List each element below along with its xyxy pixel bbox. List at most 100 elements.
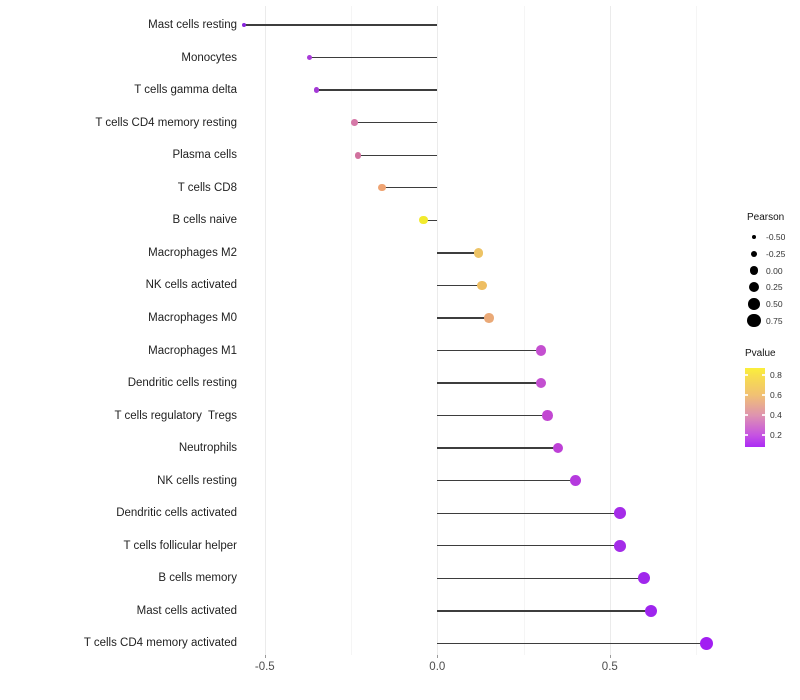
legend-size-label: 0.25 xyxy=(766,282,783,293)
legend-size-dot xyxy=(747,314,761,328)
lollipop-dot xyxy=(306,54,313,61)
category-label: T cells CD4 memory activated xyxy=(83,637,237,650)
lollipop-dot xyxy=(535,345,546,356)
lollipop-stick xyxy=(437,317,490,319)
lollipop-stick xyxy=(437,284,483,287)
pvalue-bar-tick-left xyxy=(745,434,748,436)
pvalue-bar-tick-right xyxy=(762,374,765,376)
category-label: Monocytes xyxy=(181,51,237,64)
gridline-major xyxy=(609,6,611,655)
lollipop-dot xyxy=(645,604,658,618)
lollipop-stick xyxy=(354,121,438,124)
lollipop-stick xyxy=(382,187,438,189)
pvalue-tick-label: 0.6 xyxy=(770,390,782,400)
legend-size-label: 0.75 xyxy=(766,315,783,326)
category-label: Dendritic cells resting xyxy=(127,377,237,390)
lollipop-dot xyxy=(354,151,362,159)
category-label: Macrophages M1 xyxy=(148,344,237,357)
legend-size-dot xyxy=(751,235,757,240)
lollipop-stick xyxy=(309,56,438,59)
lollipop-stick xyxy=(437,447,559,449)
pvalue-bar-tick-right xyxy=(762,414,765,416)
lollipop-stick xyxy=(437,577,645,580)
lollipop-stick xyxy=(437,642,707,645)
gridline-minor xyxy=(351,6,353,655)
category-label: Plasma cells xyxy=(172,149,237,162)
lollipop-dot xyxy=(535,377,546,389)
x-tick-label: 0.0 xyxy=(429,661,446,673)
x-axis-tick xyxy=(609,655,611,658)
lollipop-stick xyxy=(437,349,541,352)
category-label: T cells gamma delta xyxy=(134,84,237,97)
category-label: T cells CD8 xyxy=(177,181,237,194)
x-axis-tick xyxy=(437,655,439,658)
lollipop-dot xyxy=(378,184,386,192)
pvalue-tick-label: 0.2 xyxy=(770,430,782,440)
lollipop-stick xyxy=(423,219,438,221)
category-label: NK cells resting xyxy=(157,474,237,487)
legend-size-label: -0.50 xyxy=(766,232,786,243)
legend-pearson-title: Pearson xyxy=(747,212,785,223)
lollipop-stick xyxy=(437,545,621,547)
legend-size-dot xyxy=(748,298,760,310)
lollipop-dot xyxy=(699,636,714,651)
category-label: Mast cells activated xyxy=(136,604,237,617)
lollipop-dot xyxy=(419,216,428,225)
lollipop-dot xyxy=(313,87,320,93)
lollipop-dot xyxy=(484,313,494,323)
pvalue-bar-tick-right xyxy=(762,434,765,436)
x-axis-tick xyxy=(264,655,266,658)
legend-size-label: 0.50 xyxy=(766,299,783,310)
x-tick-label: 0.5 xyxy=(601,661,618,673)
legend-size-dot xyxy=(749,266,759,275)
lollipop-dot xyxy=(552,442,564,454)
pvalue-bar-tick-left xyxy=(745,414,748,416)
lollipop-stick xyxy=(437,610,652,612)
pvalue-gradient-bar xyxy=(745,368,765,447)
lollipop-stick xyxy=(316,89,438,91)
pvalue-bar-tick-right xyxy=(762,394,765,396)
lollipop-dot xyxy=(542,410,553,421)
lollipop-dot xyxy=(351,119,358,126)
lollipop-dot xyxy=(614,507,627,520)
category-label: T cells CD4 memory resting xyxy=(95,116,237,129)
lollipop-stick xyxy=(437,480,576,482)
lollipop-stick xyxy=(437,512,621,514)
legend-pvalue-title: Pvalue xyxy=(745,348,776,359)
lollipop-dot xyxy=(242,23,247,27)
lollipop-stick xyxy=(357,154,438,156)
lollipop-dot xyxy=(614,539,627,552)
pvalue-bar-tick-left xyxy=(745,394,748,396)
gridline-major xyxy=(437,6,439,655)
category-label: T cells follicular helper xyxy=(123,539,237,552)
legend-size-label: -0.25 xyxy=(766,249,786,259)
lollipop-dot xyxy=(477,280,487,291)
lollipop-stick xyxy=(244,24,438,26)
x-tick-label: -0.5 xyxy=(254,661,275,673)
lollipop-dot xyxy=(638,572,651,585)
legend-size-label: 0.00 xyxy=(766,265,783,276)
legend-size-dot xyxy=(750,250,758,258)
category-label: T cells regulatory Tregs xyxy=(114,409,237,422)
pvalue-bar-tick-left xyxy=(745,374,748,376)
legend-size-dot xyxy=(748,282,760,293)
lollipop-dot xyxy=(569,475,581,487)
category-label: Mast cells resting xyxy=(148,19,237,31)
lollipop-stick xyxy=(437,382,541,384)
category-label: Neutrophils xyxy=(178,442,237,455)
pvalue-tick-label: 0.8 xyxy=(770,370,782,380)
gridline-minor xyxy=(523,6,525,655)
gridline-minor xyxy=(696,6,698,655)
category-label: Macrophages M0 xyxy=(148,311,237,324)
category-label: B cells naive xyxy=(172,214,237,227)
lollipop-stick xyxy=(437,414,548,417)
category-label: B cells memory xyxy=(158,572,237,585)
lollipop-stick xyxy=(437,252,479,254)
pvalue-tick-label: 0.4 xyxy=(770,410,782,420)
gridline-major xyxy=(264,6,266,655)
lollipop-dot xyxy=(474,248,484,258)
category-label: Macrophages M2 xyxy=(148,246,237,259)
category-label: Dendritic cells activated xyxy=(116,507,237,520)
category-label: NK cells activated xyxy=(145,279,237,292)
